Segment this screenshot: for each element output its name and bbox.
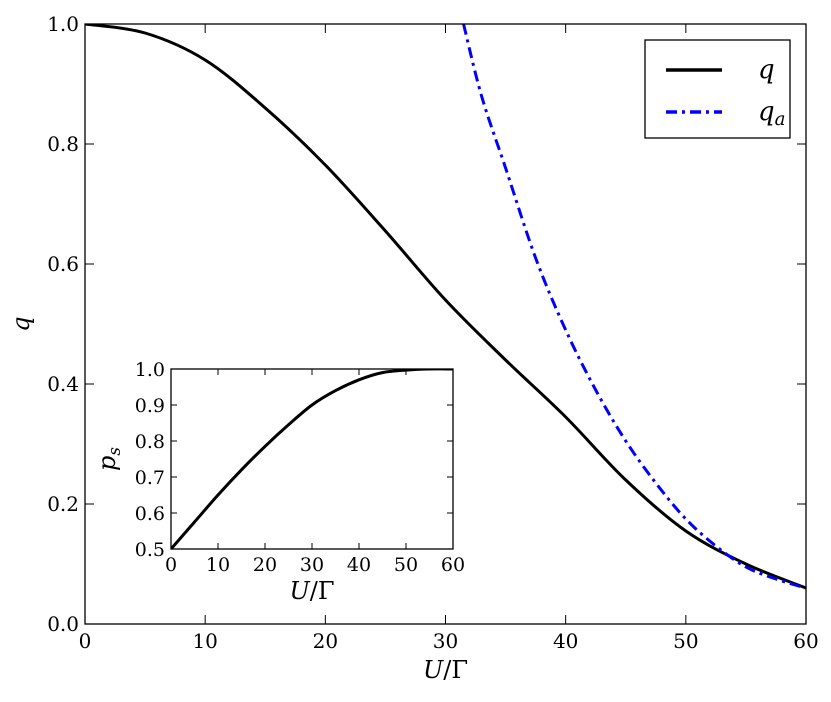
main-x-tick-label: 20 bbox=[313, 629, 338, 653]
main-x-axis-label: U/Γ bbox=[423, 656, 468, 684]
inset-y-tick-label: 0.7 bbox=[135, 467, 165, 489]
main-y-axis-label: q bbox=[7, 316, 35, 331]
main-y-tick-label: 0.0 bbox=[47, 612, 79, 636]
inset-x-tick-label: 10 bbox=[206, 554, 230, 576]
legend-label-q: q bbox=[758, 55, 775, 85]
inset-x-tick-label: 60 bbox=[441, 554, 465, 576]
inset-y-axis-label: ps bbox=[93, 447, 124, 471]
legend-box bbox=[644, 39, 791, 139]
main-y-tick-label: 1.0 bbox=[47, 12, 79, 36]
inset-x-tick-label: 50 bbox=[394, 554, 418, 576]
main-series-line-q_a bbox=[462, 24, 806, 590]
inset-background bbox=[171, 369, 453, 549]
inset-x-tick-label: 30 bbox=[300, 554, 324, 576]
inset-x-axis-label: U/Γ bbox=[290, 577, 335, 605]
inset-y-tick-label: 0.6 bbox=[135, 503, 165, 525]
main-series-line-q bbox=[85, 24, 806, 590]
main-y-tick-label: 0.8 bbox=[47, 132, 79, 156]
inset-plot: 0 10 20 30 40 50 60 0.5 0.6 0.7 0.8 0.9 1.0 U/Γ ps bbox=[93, 359, 465, 605]
inset-y-tick-label: 0.5 bbox=[135, 539, 165, 561]
legend-label-q_a: qa bbox=[758, 97, 786, 130]
main-y-tick-label: 0.4 bbox=[47, 372, 79, 396]
main-x-tick-label: 50 bbox=[673, 629, 698, 653]
main-x-tick-label: 30 bbox=[433, 629, 458, 653]
inset-y-tick-label: 0.8 bbox=[135, 431, 165, 453]
main-x-tick-label: 0 bbox=[79, 629, 92, 653]
main-y-tick-label: 0.6 bbox=[47, 252, 79, 276]
main-x-tick-label: 40 bbox=[553, 629, 578, 653]
main-y-tick-label: 0.2 bbox=[47, 492, 79, 516]
main-x-tick-label: 60 bbox=[793, 629, 818, 653]
inset-x-tick-label: 40 bbox=[347, 554, 371, 576]
legend: q qa bbox=[644, 39, 791, 139]
inset-x-tick-label: 0 bbox=[165, 554, 177, 576]
inset-y-tick-label: 0.9 bbox=[135, 395, 165, 417]
inset-x-tick-label: 20 bbox=[253, 554, 277, 576]
inset-y-tick-label: 1.0 bbox=[135, 359, 165, 381]
main-x-tick-label: 10 bbox=[192, 629, 217, 653]
